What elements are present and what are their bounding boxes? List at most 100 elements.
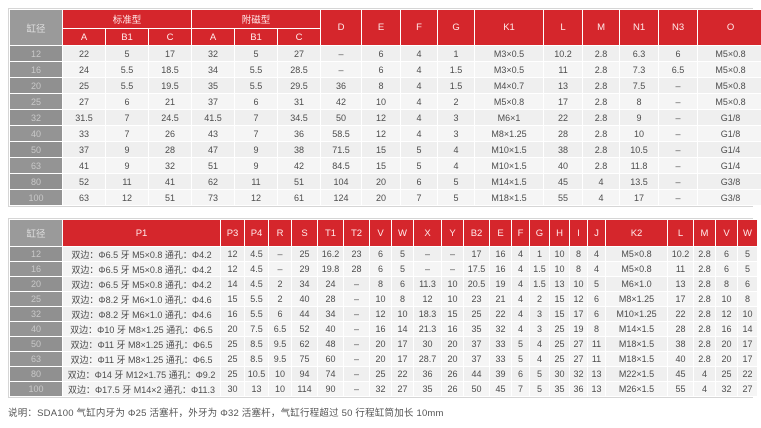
value-cell: 25 bbox=[220, 336, 245, 352]
value-cell: 23 bbox=[463, 291, 490, 307]
value-cell: 2 bbox=[437, 93, 476, 110]
value-cell: 32 bbox=[191, 45, 236, 62]
value-cell: 22 bbox=[489, 306, 512, 322]
value-cell: 20 bbox=[220, 321, 245, 337]
table-2-body: 12 双边：Φ6.5 牙 M5×0.8 通孔：Φ4.2 12 4.5–25 16.2 23… bbox=[9, 246, 758, 397]
value-cell: 10.2 bbox=[543, 45, 584, 62]
value-cell: 5.5 bbox=[105, 77, 149, 94]
value-cell: 16 bbox=[369, 321, 392, 337]
value-cell: 15 bbox=[441, 306, 464, 322]
value-cell: – bbox=[441, 261, 464, 277]
value-cell: 2.8 bbox=[582, 61, 621, 78]
value-cell: 7 bbox=[511, 381, 530, 397]
value-cell: 28 bbox=[147, 141, 193, 158]
value-cell: 7.3 bbox=[619, 61, 660, 78]
value-cell: 12 bbox=[413, 291, 442, 307]
value-cell: – bbox=[413, 261, 442, 277]
value-cell: 10 bbox=[619, 125, 660, 142]
column-header-s: S bbox=[291, 219, 318, 247]
value-cell: 8 bbox=[569, 261, 588, 277]
value-cell: G3/8 bbox=[697, 173, 761, 190]
value-cell: – bbox=[343, 381, 370, 397]
column-header-g: G bbox=[529, 219, 550, 247]
table-row: 100 双边：Φ17.5 牙 M14×2 通孔：Φ11.3 30 13 10 114 90–… bbox=[9, 381, 758, 397]
bore-cell: 100 bbox=[9, 189, 63, 206]
value-cell: 11 bbox=[587, 336, 606, 352]
value-cell: 8 bbox=[737, 291, 758, 307]
value-cell: 5 bbox=[587, 276, 606, 292]
value-cell: 20 bbox=[715, 351, 738, 367]
value-cell: 124 bbox=[320, 189, 363, 206]
value-cell: 4 bbox=[511, 291, 530, 307]
value-cell: 17 bbox=[569, 306, 588, 322]
value-cell: 8 bbox=[619, 93, 660, 110]
column-header-f: F bbox=[511, 219, 530, 247]
value-cell: 8 bbox=[715, 276, 738, 292]
dimension-table-2: 缸径 P1 P3 P4 R S T1 T2 V W X Y B2 E F G H I J K2 L M V W 12 双边：Φ6… bbox=[9, 219, 758, 397]
value-cell: 16 bbox=[489, 246, 512, 262]
value-cell: 6 bbox=[361, 45, 402, 62]
value-cell: 23 bbox=[343, 246, 370, 262]
p1-mounting-cell: 双边：Φ11 牙 M8×1.25 通孔：Φ6.5 bbox=[62, 351, 221, 367]
value-cell: 8 bbox=[569, 246, 588, 262]
bore-cell: 100 bbox=[9, 381, 63, 397]
table-row: 50 双边：Φ11 牙 M8×1.25 通孔：Φ6.5 25 8.5 9.5 62 48–2… bbox=[9, 336, 758, 352]
value-cell: 10.5 bbox=[619, 141, 660, 158]
value-cell: 31 bbox=[277, 93, 322, 110]
column-header-k2: K2 bbox=[605, 219, 668, 247]
column-header-t2: T2 bbox=[343, 219, 370, 247]
value-cell: 12 bbox=[220, 246, 245, 262]
value-cell: 5 bbox=[105, 45, 149, 62]
value-cell: 19 bbox=[489, 276, 512, 292]
value-cell: 10 bbox=[369, 291, 392, 307]
table-row: 100 63 12 51 73 12 61 124 20 7 5 M18×1.5 55 4 17– G3/8 bbox=[9, 189, 761, 206]
value-cell: M14×1.5 bbox=[474, 173, 545, 190]
value-cell: 5 bbox=[391, 261, 414, 277]
value-cell: 34 bbox=[291, 276, 318, 292]
value-cell: 71.5 bbox=[320, 141, 363, 158]
value-cell: 4 bbox=[400, 93, 439, 110]
value-cell: 20 bbox=[361, 173, 402, 190]
value-cell: 25 bbox=[549, 351, 570, 367]
value-cell: 17 bbox=[619, 189, 660, 206]
value-cell: 37 bbox=[62, 141, 106, 158]
bore-cell: 40 bbox=[9, 125, 63, 142]
value-cell: 4 bbox=[529, 351, 550, 367]
bore-column-header: 缸径 bbox=[9, 9, 63, 46]
value-cell: 28 bbox=[317, 291, 344, 307]
value-cell: 28 bbox=[667, 321, 694, 337]
magnet-type-group-header: 附磁型 bbox=[191, 9, 322, 29]
spec-page: 缸径 标准型 附磁型 D E F G K1 L M N1 N3 O A B1 C A B1 C 12 22 5 17 32 5… bbox=[8, 8, 761, 419]
value-cell: M8×1.25 bbox=[605, 291, 668, 307]
value-cell: 28.5 bbox=[277, 61, 322, 78]
value-cell: 17 bbox=[391, 351, 414, 367]
value-cell: 5.5 bbox=[105, 61, 149, 78]
value-cell: 2.8 bbox=[693, 291, 716, 307]
bore-cell: 32 bbox=[9, 306, 63, 322]
value-cell: 32 bbox=[489, 321, 512, 337]
value-cell: 41 bbox=[147, 173, 193, 190]
value-cell: 10.2 bbox=[667, 246, 694, 262]
table-row: 20 双边：Φ6.5 牙 M5×0.8 通孔：Φ4.2 14 4.5 2 34 24–8 6 1… bbox=[9, 276, 758, 292]
value-cell: 18.3 bbox=[413, 306, 442, 322]
value-cell: 50 bbox=[320, 109, 363, 126]
value-cell: 10 bbox=[715, 291, 738, 307]
value-cell: – bbox=[343, 291, 370, 307]
value-cell: 10 bbox=[441, 276, 464, 292]
value-cell: 38 bbox=[543, 141, 584, 158]
value-cell: 41 bbox=[62, 157, 106, 174]
column-header-p3: P3 bbox=[220, 219, 245, 247]
footnote: 说明：SDA100 气缸内牙为 Φ25 活塞杆，外牙为 Φ32 活塞杆，气缸行程… bbox=[8, 408, 444, 419]
table-row: 80 双边：Φ14 牙 M12×1.75 通孔：Φ9.2 25 10.5 10 94 74–… bbox=[9, 366, 758, 382]
bore-cell: 40 bbox=[9, 321, 63, 337]
value-cell: 11 bbox=[234, 173, 279, 190]
value-cell: 36 bbox=[320, 77, 363, 94]
value-cell: 7.5 bbox=[619, 77, 660, 94]
value-cell: 21.3 bbox=[413, 321, 442, 337]
value-cell: – bbox=[320, 45, 363, 62]
value-cell: 34.5 bbox=[277, 109, 322, 126]
value-cell: 22 bbox=[62, 45, 106, 62]
value-cell: 43 bbox=[191, 125, 236, 142]
value-cell: 36 bbox=[277, 125, 322, 142]
value-cell: – bbox=[658, 125, 699, 142]
